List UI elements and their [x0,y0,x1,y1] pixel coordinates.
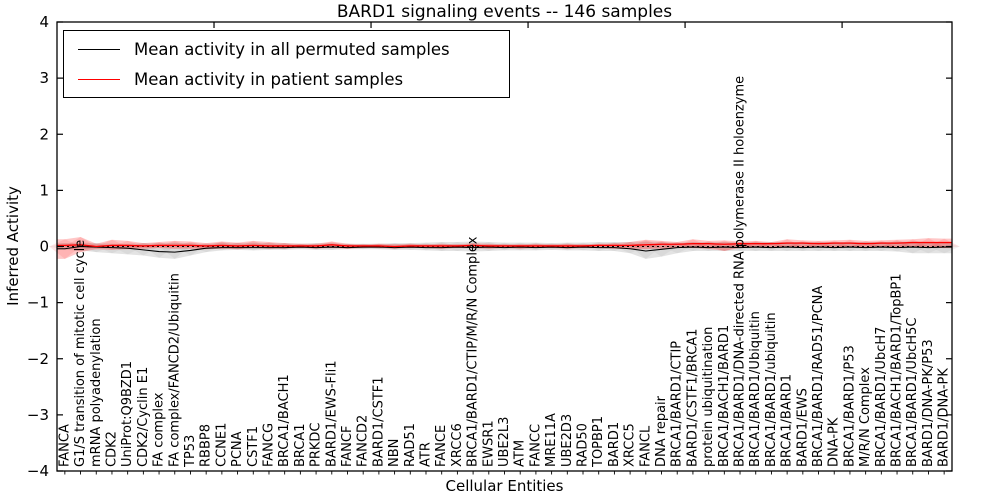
y-tick-label: −3 [27,406,49,424]
plot-border [56,21,953,472]
band-diamond-permuted [598,242,631,251]
x-tick-label: BRCA1/BARD1/CTIP [670,341,685,467]
y-axis-title: Inferred Activity [4,186,22,306]
x-tick-label: PRKDC [309,423,324,467]
x-tick-label: CDK2/Cyclin E1 [136,367,151,467]
x-tick-label: UniProt:Q9BZD1 [120,361,135,467]
x-tick-label: BRCA1 [293,423,308,467]
band-diamond-patient [818,240,850,248]
x-tick-label: BRCA1/BARD1/UbcH7 [874,327,889,467]
band-diamond-permuted [865,242,898,251]
x-tick-label: BARD1/EWS-Fli1 [324,361,339,468]
band-diamond-patient [661,242,693,249]
x-tick-label: FA complex/FANCD2/Ubiquitin [167,273,182,467]
x-tick-label: BARD1/DNA-PK/P53 [921,339,936,467]
x-tick-label: RBBP8 [199,424,214,467]
x-tick-label: G1/S transition of mitotic cell cycle [73,240,88,467]
x-tick-label: BRCA1/BACH1/BARD1 [717,325,732,467]
legend-entry-permuted: Mean activity in all permuted samples [64,40,509,59]
y-tick-label: 4 [39,13,49,31]
x-tick-label: CSTF1 [246,426,261,467]
x-tick-label: BARD1/CSTF1 [371,376,386,467]
x-tick-label: BRCA1/BARD1/ubiquitin [764,312,779,467]
x-tick-label: FANCG [261,423,276,467]
band-diamond-patient [692,240,725,249]
band-diamond-permuted [630,241,662,259]
x-tick-label: M/R/N Complex [858,367,873,467]
band-diamond-permuted [316,243,348,250]
y-tick-label: −1 [27,294,49,312]
x-tick-label: CCNE1 [214,423,229,467]
x-tick-label: CDK2 [104,431,119,467]
x-tick-label: XRCC5 [623,423,638,467]
x-tick-label: RAD50 [576,423,591,467]
band-diamond-patient [237,240,269,249]
y-tick-label: 2 [39,125,49,143]
x-tick-label: mRNA polyadenylation [89,318,104,467]
x-tick-label: UBE2L3 [497,417,512,467]
band-diamond-patient [787,240,819,248]
band-diamond-permuted [834,242,866,251]
x-tick-label: UBE2D3 [560,414,575,467]
x-tick-label: ATM [513,440,528,467]
x-tick-label: FANCC [528,424,543,467]
legend-entry-patient: Mean activity in patient samples [64,70,509,89]
legend-label-permuted: Mean activity in all permuted samples [134,39,450,59]
y-tick-label: −2 [27,350,49,368]
x-tick-label: BRCA1/BARD1/Ubiquitin [748,311,763,467]
legend-line-sample-patient [78,78,120,80]
x-tick-label: BRCA1/BARD1/DNA-directed RNA polymerase … [733,76,748,467]
x-tick-label: DNA repair [654,395,669,467]
x-tick-label: MRE11A [544,413,559,467]
band-diamond-permuted [143,243,175,258]
series-line-permuted [57,245,952,253]
x-tick-label: FANCL [638,425,653,467]
band-diamond-permuted [206,242,238,251]
y-tick-label: 3 [39,69,49,87]
x-tick-label: TOPBP1 [591,416,606,468]
x-tick-label: BRCA1/BARD1/CTIP/M/R/N Complex [466,236,481,467]
x-tick-label: NBN [387,439,402,467]
band-diamond-permuted [818,242,850,251]
x-tick-label: TP53 [183,435,198,468]
legend-line-sample-permuted [78,48,120,50]
x-tick-label: FANCE [434,425,449,467]
legend-label-patient: Mean activity in patient samples [134,69,404,89]
x-tick-label: DNA-PK [827,417,842,467]
x-tick-label: FANCD2 [356,415,371,467]
x-tick-label: ATR [418,442,433,467]
x-tick-label: FANCF [340,426,355,467]
x-tick-label: BRCA1/BARD1/P53 [842,345,857,467]
x-tick-label: XRCC6 [450,423,465,467]
x-tick-label: protein ubiquitination [701,327,716,467]
band-diamond-permuted [849,242,882,251]
x-axis-title: Cellular Entities [445,477,564,495]
x-tick-label: BRCA1/BARD1/UbcH5C [905,318,920,467]
x-tick-label: PCNA [230,431,245,467]
x-tick-label: BRCA1/BACH1 [277,374,292,467]
x-tick-label: FA complex [152,392,167,467]
x-tick-label: EWSR1 [481,420,496,467]
band-diamond-patient [708,240,741,251]
x-tick-label: FANCA [57,424,72,467]
x-tick-label: BARD1/DNA-PK [937,368,952,467]
x-tick-label: BRCA1/BACH1/BARD1/TopBP1 [890,274,905,467]
legend: Mean activity in all permuted samples Me… [63,30,510,98]
y-tick-label: 1 [39,181,49,199]
x-tick-label: BARD1/EWS [795,388,810,467]
x-tick-label: RAD51 [403,423,418,467]
x-tick-label: BARD1/CSTF1/BRCA1 [685,329,700,467]
x-tick-label: BRCA1/BARD1/RAD51/PCNA [811,286,826,467]
series-line-patient [57,241,952,248]
band-diamond-permuted [111,243,144,255]
x-tick-label: BARD1 [607,422,622,467]
chart-title: BARD1 signaling events -- 146 samples [336,2,673,22]
y-tick-label: −4 [27,462,49,480]
y-tick-label: 0 [39,238,49,256]
x-tick-label: BRCA1/BARD1 [780,374,795,467]
